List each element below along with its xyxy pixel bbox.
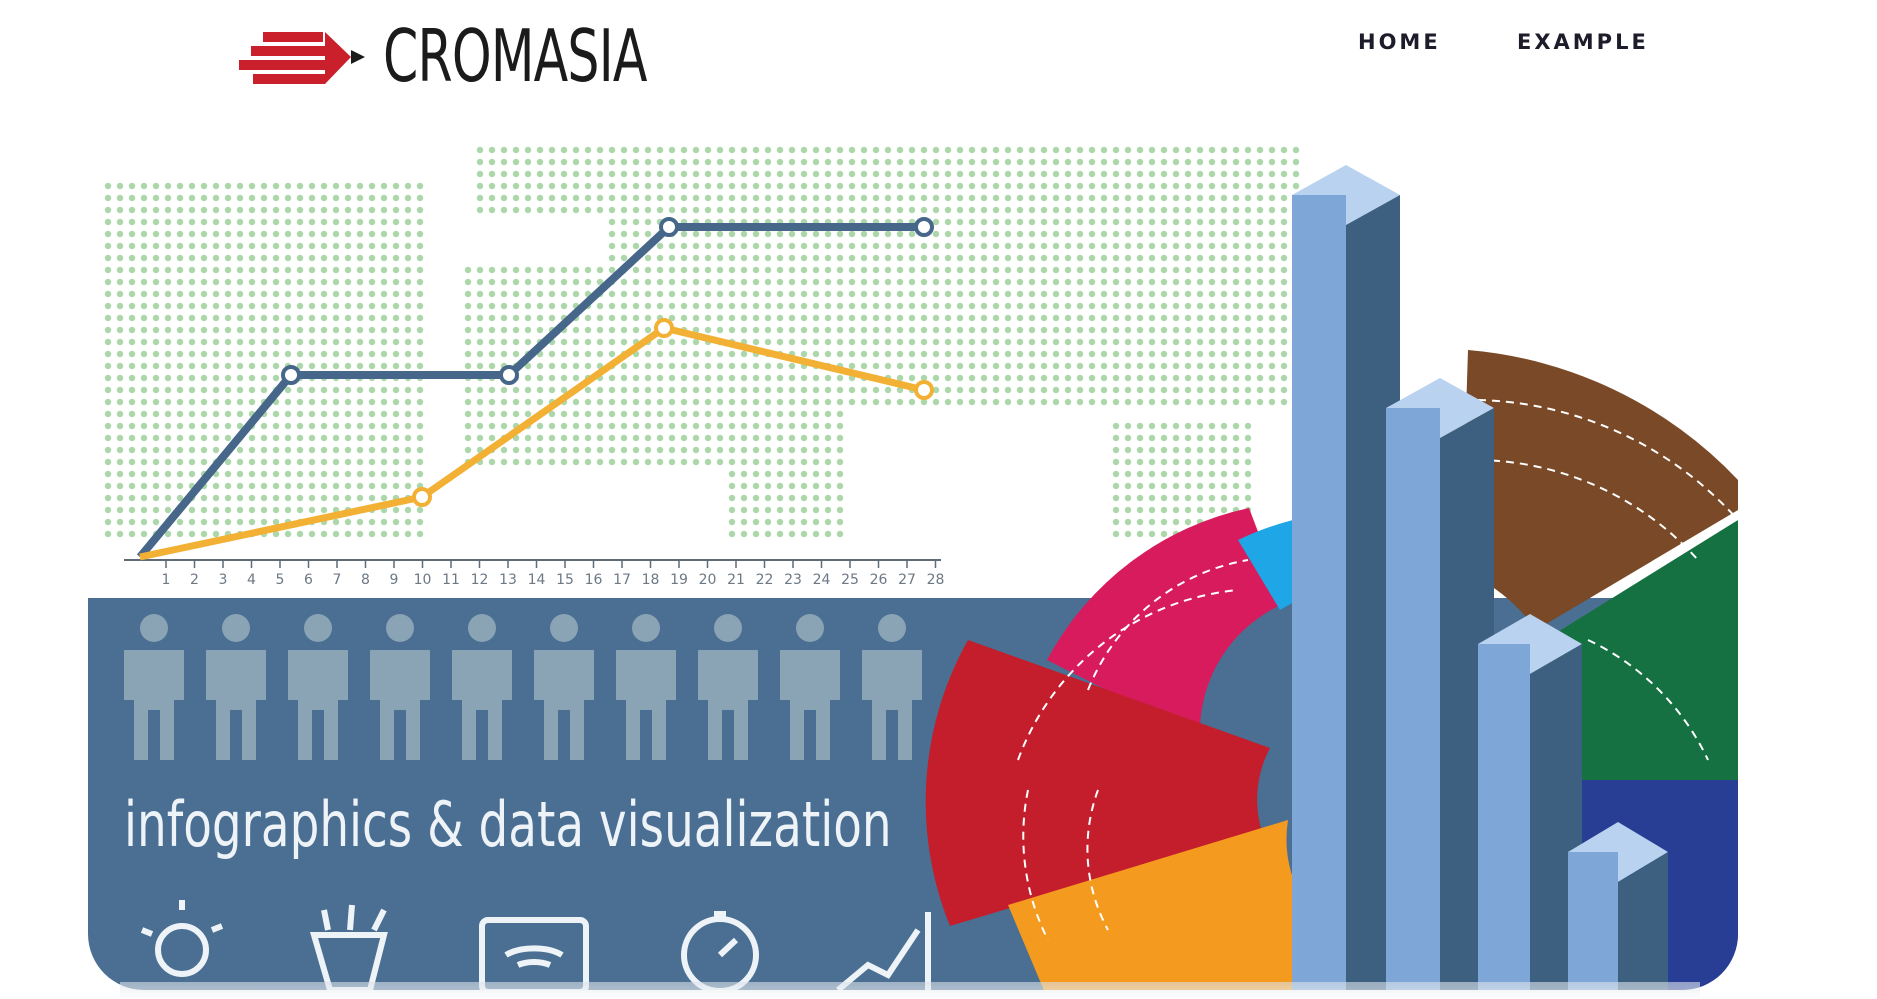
people-row (124, 614, 922, 760)
axis-tick-label: 26 (870, 572, 888, 588)
radial-segment-pink (1047, 508, 1285, 737)
person-icon (698, 614, 758, 760)
hero-card: 1 2 3 4 5 6 7 8 9 10 11 12 13 14 15 16 17 18 19 20 21 22 23 24 2… (88, 0, 1738, 990)
person-icon (124, 614, 184, 760)
lightbulb-icon (140, 900, 224, 977)
bar-chart-3d (1292, 165, 1668, 990)
radial-segment-green (1548, 520, 1738, 780)
axis-tick-label: 8 (361, 572, 370, 588)
growth-chart-icon (836, 912, 931, 990)
bar-1 (1292, 165, 1400, 990)
nav-home[interactable]: HOME (1358, 30, 1441, 54)
nav-example[interactable]: EXAMPLE (1517, 30, 1649, 54)
person-icon (616, 614, 676, 760)
radial-segment-brown (1461, 350, 1738, 630)
axis-tick-label: 9 (390, 572, 399, 588)
axis-tick-label: 14 (528, 572, 546, 588)
axis-tick-label: 2 (190, 572, 199, 588)
person-icon (370, 614, 430, 760)
axis-tick-label: 23 (784, 572, 802, 588)
axis-tick-label: 18 (642, 572, 660, 588)
axis-tick-label: 25 (841, 572, 859, 588)
axis-tick-label: 15 (556, 572, 574, 588)
axis-tick-label: 28 (927, 572, 945, 588)
bottom-icons (140, 900, 931, 990)
line-marker (654, 318, 674, 338)
person-icon (452, 614, 512, 760)
axis-tick-label: 1 (162, 572, 171, 588)
person-icon (780, 614, 840, 760)
brand-logo[interactable]: CROMASIA (383, 14, 647, 98)
axis-tick-label: 11 (442, 572, 460, 588)
axis-tick-label: 17 (613, 572, 631, 588)
tablet-icon (479, 917, 589, 990)
axis-tick-label: 24 (813, 572, 831, 588)
logo-arrow-icon (239, 32, 365, 84)
axis-tick-label: 10 (414, 572, 432, 588)
axis-tick-label: 20 (699, 572, 717, 588)
axis-tick-label: 6 (304, 572, 313, 588)
hero-headline: infographics & data visualization (124, 788, 892, 861)
line-marker (659, 217, 679, 237)
line-marker (914, 380, 934, 400)
axis-tick-label: 12 (471, 572, 489, 588)
line-marker (914, 217, 934, 237)
orange-series-line (139, 324, 925, 561)
stopwatch-icon (681, 911, 759, 990)
axis-tick-label: 4 (247, 572, 256, 588)
axis-tick-label: 21 (727, 572, 745, 588)
axis-tick-label: 5 (276, 572, 285, 588)
pencil-cup-icon (310, 904, 388, 990)
axis-tick-label: 3 (219, 572, 228, 588)
person-icon (288, 614, 348, 760)
chart-axis: 1 2 3 4 5 6 7 8 9 10 11 12 13 14 15 16 17 18 19 20 21 22 23 24 2… (124, 559, 945, 588)
radial-segment-cyan (1238, 520, 1303, 610)
person-icon (862, 614, 922, 760)
bar-3 (1478, 614, 1582, 990)
line-marker (499, 365, 519, 385)
line-marker (281, 365, 301, 385)
axis-tick-label: 13 (499, 572, 517, 588)
axis-tick-label: 19 (670, 572, 688, 588)
person-icon (534, 614, 594, 760)
card-reflection (120, 982, 1700, 999)
hero-illustration: 1 2 3 4 5 6 7 8 9 10 11 12 13 14 15 16 17 18 19 20 21 22 23 24 2… (88, 146, 1738, 990)
axis-tick-label: 7 (333, 572, 342, 588)
axis-tick-label: 22 (756, 572, 774, 588)
bar-4 (1568, 822, 1668, 990)
world-map-dots (104, 146, 1300, 538)
site-header: CROMASIA HOME EXAMPLE (88, 0, 1738, 110)
line-marker (412, 487, 432, 507)
axis-tick-label: 16 (585, 572, 603, 588)
bar-2 (1386, 378, 1494, 990)
radial-segment-orange (1008, 820, 1328, 990)
axis-tick-label: 27 (898, 572, 916, 588)
person-icon (206, 614, 266, 760)
